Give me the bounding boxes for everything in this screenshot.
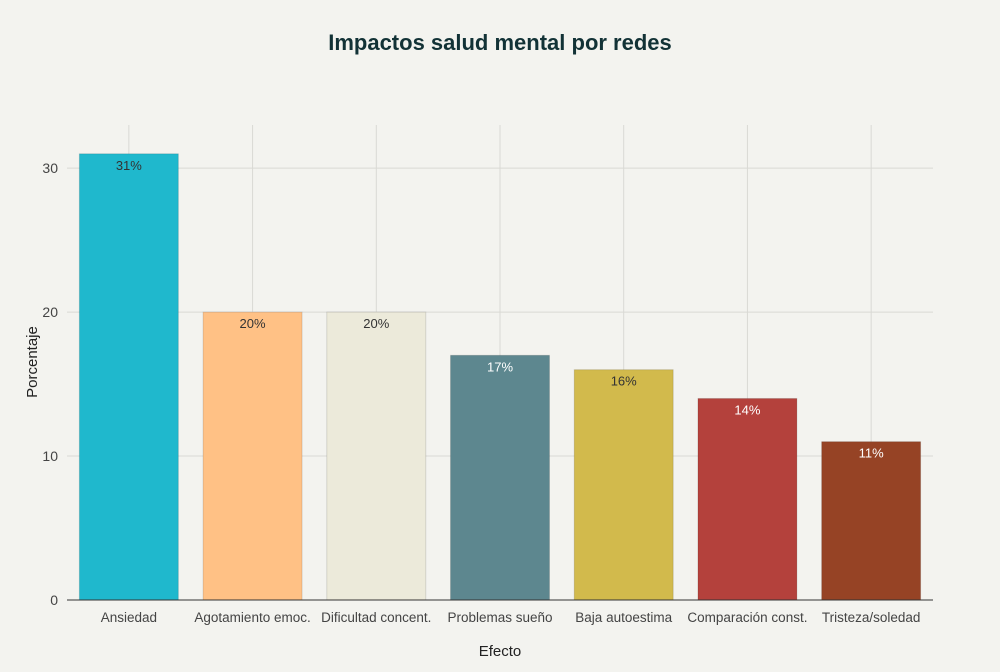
y-axis: 0 10 20 30 [42, 160, 58, 608]
x-axis-title: Efecto [479, 643, 522, 660]
bar-data-label: 14% [734, 402, 760, 417]
x-axis: Ansiedad Agotamiento emoc. Dificultad conc… [67, 599, 933, 625]
bar-data-label: 20% [240, 316, 266, 331]
x-tick-label: Agotamiento emoc. [194, 610, 310, 625]
y-tick-label: 20 [42, 304, 58, 320]
bar [450, 354, 550, 601]
bar [573, 369, 674, 601]
bar [697, 397, 798, 601]
x-tick-label: Comparación const. [687, 610, 807, 625]
bar-data-label: 11% [859, 446, 884, 461]
bar-data-label: 31% [116, 158, 142, 173]
x-tick-label: Problemas sueño [447, 610, 552, 625]
x-tick-label: Tristeza/soledad [822, 610, 921, 625]
bar-data-label: 16% [611, 374, 637, 389]
bar [78, 153, 179, 601]
y-tick-label: 30 [42, 160, 58, 176]
x-tick-label: Ansiedad [101, 610, 157, 625]
chart-title: Impactos salud mental por redes [328, 30, 672, 55]
x-tick-label: Baja autoestima [575, 610, 672, 625]
y-axis-title: Porcentaje [24, 326, 41, 398]
y-tick-label: 10 [42, 448, 58, 464]
bar-data-label: 20% [363, 316, 389, 331]
data-labels: 31% 20% 20% 17% 16% 14% 11% [116, 158, 884, 461]
y-tick-label: 0 [50, 592, 58, 608]
bar [326, 311, 427, 601]
x-tick-label: Dificultad concent. [321, 610, 431, 625]
bar-data-label: 17% [487, 359, 513, 374]
bar [821, 441, 922, 601]
bar [202, 311, 303, 601]
